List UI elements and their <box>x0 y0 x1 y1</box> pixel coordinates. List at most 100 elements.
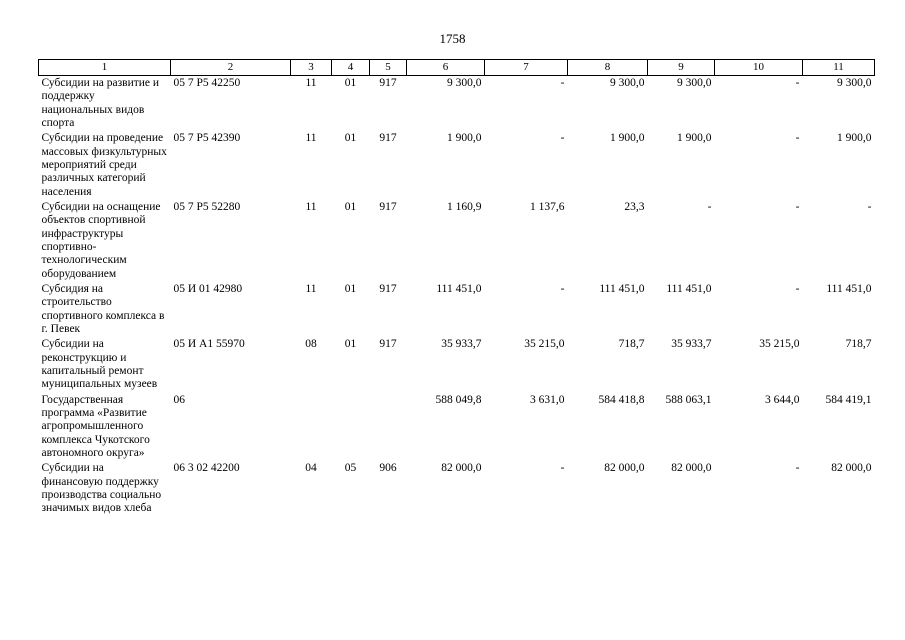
column-header-5: 5 <box>369 59 407 76</box>
subsection-code: 01 <box>344 338 357 351</box>
table-row: Субсидия на строительство спортивного ко… <box>39 282 875 337</box>
table-row: Субсидии на оснащение объектов спортивно… <box>39 200 875 282</box>
column-header-10: 10 <box>714 59 803 76</box>
section-code: 11 <box>305 132 317 145</box>
amount-col9: 111 451,0 <box>666 282 712 295</box>
row-title: Субсидия на строительство спортивного ко… <box>41 282 165 335</box>
column-header-6: 6 <box>406 59 485 76</box>
amount-col7: - <box>560 132 565 145</box>
amount-col7: 3 631,0 <box>530 393 565 406</box>
amount-col10: - <box>795 77 800 89</box>
row-title: Субсидии на проведение массовых физкульт… <box>41 132 167 198</box>
table-header: 1 2 3 4 5 6 7 8 9 10 11 <box>38 59 875 76</box>
amount-col8: 584 418,8 <box>598 393 645 406</box>
subsection-code <box>332 393 370 462</box>
amount-col8: 1 900,0 <box>610 132 645 145</box>
amount-col7: - <box>560 77 565 89</box>
amount-col6: 82 000,0 <box>441 462 482 475</box>
section-code: 11 <box>305 77 317 89</box>
section-code: 04 <box>305 462 317 475</box>
row-title: Субсидии на оснащение объектов спортивно… <box>41 200 161 280</box>
section-code <box>291 393 332 462</box>
amount-col11: 111 451,0 <box>826 282 872 295</box>
column-header-1: 1 <box>38 59 171 76</box>
amount-col6: 1 160,9 <box>447 200 482 213</box>
amount-col6: 588 049,8 <box>435 393 482 406</box>
row-title: Субсидии на развитие и поддержку национа… <box>41 77 160 129</box>
amount-col8: 718,7 <box>618 338 645 351</box>
amount-col10: - <box>795 462 800 475</box>
subsection-code: 01 <box>344 282 357 295</box>
amount-col8: 111 451,0 <box>599 282 645 295</box>
admin-code: 917 <box>379 132 397 145</box>
table-row: Субсидии на проведение массовых физкульт… <box>39 131 875 200</box>
budget-code: 05 И 01 42980 <box>173 282 243 295</box>
admin-code: 917 <box>379 282 397 295</box>
table-header-row: 1 2 3 4 5 6 7 8 9 10 11 <box>38 59 875 76</box>
section-code: 11 <box>305 282 317 295</box>
admin-code: 917 <box>379 338 397 351</box>
section-code: 08 <box>305 338 317 351</box>
amount-col11: 584 419,1 <box>825 393 872 406</box>
table-row: Субсидии на развитие и поддержку национа… <box>39 76 875 132</box>
page-number: 1758 <box>439 31 466 46</box>
table-row: Субсидии на реконструкцию и капитальный … <box>39 337 875 392</box>
amount-col10: - <box>795 282 800 295</box>
table-row: Субсидии на финансовую поддержку произво… <box>39 461 875 516</box>
table-body: Субсидии на развитие и поддержку национа… <box>39 76 875 517</box>
amount-col11: - <box>867 200 872 213</box>
amount-col8: 23,3 <box>624 200 645 213</box>
amount-col9: 1 900,0 <box>677 132 712 145</box>
amount-col9: 588 063,1 <box>665 393 712 406</box>
amount-col10: - <box>795 200 800 213</box>
admin-code <box>370 393 407 462</box>
column-header-11: 11 <box>802 59 875 76</box>
amount-col6: 9 300,0 <box>447 77 482 89</box>
subsection-code: 01 <box>344 132 357 145</box>
column-header-4: 4 <box>331 59 370 76</box>
amount-col7: - <box>560 462 565 475</box>
column-header-2: 2 <box>170 59 291 76</box>
amount-col10: - <box>795 132 800 145</box>
admin-code: 917 <box>379 200 397 213</box>
amount-col9: 9 300,0 <box>677 77 712 89</box>
amount-col6: 1 900,0 <box>447 132 482 145</box>
column-header-7: 7 <box>484 59 568 76</box>
amount-col11: 718,7 <box>845 338 872 351</box>
section-code: 11 <box>305 200 317 213</box>
amount-col11: 1 900,0 <box>837 132 872 145</box>
table-row: Государственная программа «Развитие агро… <box>39 393 875 462</box>
row-title: Субсидии на финансовую поддержку произво… <box>41 462 162 515</box>
column-header-8: 8 <box>567 59 648 76</box>
budget-code: 06 3 02 42200 <box>173 462 240 475</box>
row-title: Субсидии на реконструкцию и капитальный … <box>41 338 158 391</box>
budget-code: 05 7 Р5 42250 <box>173 77 241 89</box>
column-header-9: 9 <box>647 59 715 76</box>
admin-code: 917 <box>379 77 397 89</box>
amount-col7: 35 215,0 <box>524 338 565 351</box>
budget-code: 05 И А1 55970 <box>173 338 245 351</box>
admin-code: 906 <box>379 462 397 475</box>
amount-col6: 111 451,0 <box>436 282 482 295</box>
budget-code: 06 <box>173 393 186 406</box>
amount-col7: 1 137,6 <box>530 200 565 213</box>
amount-col9: 35 933,7 <box>671 338 712 351</box>
budget-code: 05 7 Р5 42390 <box>173 132 241 145</box>
budget-table: 1 2 3 4 5 6 7 8 9 10 11 Субсидии на развитие и под… <box>38 59 875 517</box>
subsection-code: 01 <box>344 77 357 89</box>
amount-col7: - <box>560 282 565 295</box>
amount-col9: - <box>707 200 712 213</box>
column-header-3: 3 <box>290 59 332 76</box>
amount-col9: 82 000,0 <box>671 462 712 475</box>
budget-code: 05 7 Р5 52280 <box>173 200 241 213</box>
amount-col8: 9 300,0 <box>610 77 645 89</box>
amount-col6: 35 933,7 <box>441 338 482 351</box>
row-title: Государственная программа «Развитие агро… <box>41 393 150 459</box>
subsection-code: 01 <box>344 200 357 213</box>
subsection-code: 05 <box>344 462 357 475</box>
amount-col10: 35 215,0 <box>759 338 800 351</box>
amount-col10: 3 644,0 <box>765 393 800 406</box>
amount-col11: 82 000,0 <box>831 462 872 475</box>
amount-col8: 82 000,0 <box>604 462 645 475</box>
